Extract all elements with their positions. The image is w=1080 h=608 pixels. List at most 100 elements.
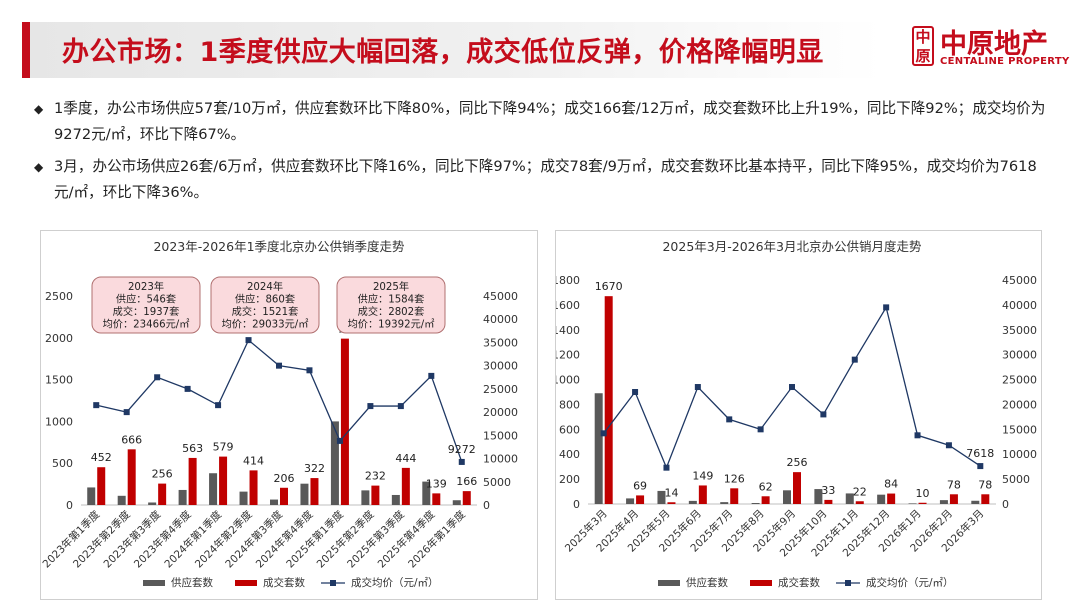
bullet-text: 3月，办公市场供应26套/6万㎡，供应套数环比下降16%，同比下降97%；成交7… xyxy=(54,158,1037,201)
price-marker xyxy=(663,464,670,471)
supply-bar xyxy=(939,500,948,504)
annotation-box xyxy=(336,276,446,334)
annotation-text: 2025年 xyxy=(373,280,409,293)
deal-data-label: 414 xyxy=(243,454,264,467)
annotation-text: 均价：19392元/㎡ xyxy=(348,319,435,331)
deal-data-label: 452 xyxy=(91,451,112,464)
price-marker xyxy=(367,403,374,410)
deal-data-label: 78 xyxy=(978,478,992,491)
deal-bar xyxy=(127,449,136,505)
legend-deal-swatch xyxy=(235,580,257,586)
price-marker xyxy=(977,463,984,470)
legend-price-label: 成交均价（元/㎡） xyxy=(866,576,954,589)
supply-bar xyxy=(239,491,248,505)
y2-tick-label: 5000 xyxy=(1002,473,1030,486)
deal-bar xyxy=(949,494,958,504)
price-marker xyxy=(600,430,607,437)
deal-data-label: 256 xyxy=(152,468,173,481)
annotation-text: 2024年 xyxy=(247,280,283,293)
bullet-text: 1季度，办公市场供应57套/10万㎡，供应套数环比下降80%，同比下降94%；成… xyxy=(54,100,1046,143)
y2-tick-label: 20000 xyxy=(483,406,518,419)
supply-bar xyxy=(626,498,635,504)
deal-bar xyxy=(698,485,707,504)
deal-data-label: 10 xyxy=(916,487,930,500)
supply-bar xyxy=(330,421,339,505)
chart-title: 2025年3月-2026年3月北京办公供销月度走势 xyxy=(662,239,922,254)
y-tick-label: 200 xyxy=(559,473,580,486)
legend-price-label: 成交均价（元/㎡） xyxy=(351,576,439,589)
annotation-text: 供应：1584套 xyxy=(358,293,425,306)
price-marker xyxy=(245,337,252,344)
y2-tick-label: 25000 xyxy=(1002,374,1037,387)
y-tick-label: 1000 xyxy=(45,415,73,428)
y-tick-label: 1000 xyxy=(556,374,580,387)
price-marker xyxy=(851,356,858,363)
deal-data-label: 149 xyxy=(692,469,713,482)
supply-bar xyxy=(117,495,126,505)
deal-data-label: 14 xyxy=(664,486,678,499)
price-marker xyxy=(93,402,100,409)
page-title: 办公市场：1季度供应大幅回落，成交低位反弹，价格降幅明显 xyxy=(62,37,824,68)
diamond-bullet-icon: ◆ xyxy=(34,102,44,116)
price-marker xyxy=(154,374,161,381)
supply-bar xyxy=(783,490,791,504)
y2-tick-label: 15000 xyxy=(1002,423,1037,436)
bullet-month: ◆ 3月，办公市场供应26套/6万㎡，供应套数环比下降16%，同比下降97%；成… xyxy=(34,154,1054,206)
deal-data-label: 166 xyxy=(456,475,477,488)
logo-chinese-name: 中原地产 xyxy=(940,29,1048,60)
price-marker xyxy=(397,403,404,410)
supply-bar xyxy=(751,503,760,504)
deal-data-label: 666 xyxy=(121,433,142,446)
legend-supply-label: 供应套数 xyxy=(171,576,213,589)
logo-mark-icon: 中原 xyxy=(912,26,934,66)
price-marker xyxy=(789,384,795,391)
annotation-text: 供应：860套 xyxy=(235,293,295,306)
annotation-text: 供应：546套 xyxy=(116,293,176,306)
price-marker xyxy=(306,367,313,374)
price-line xyxy=(96,339,463,463)
deal-bar xyxy=(310,478,319,505)
y2-tick-label: 15000 xyxy=(483,429,518,442)
deal-bar xyxy=(158,483,167,505)
y-tick-label: 600 xyxy=(559,423,580,436)
legend-price-marker xyxy=(845,580,851,586)
annotation-text: 2023年 xyxy=(128,280,164,293)
supply-bar xyxy=(422,481,431,505)
annotation-box xyxy=(210,276,320,334)
y2-tick-label: 45000 xyxy=(483,290,518,303)
deal-bar xyxy=(462,491,471,505)
y-tick-label: 1200 xyxy=(556,349,580,362)
y2-tick-label: 40000 xyxy=(483,313,518,326)
y-tick-label: 400 xyxy=(559,448,580,461)
price-marker xyxy=(215,402,222,409)
deal-data-label: 563 xyxy=(182,442,203,455)
supply-bar xyxy=(877,494,886,504)
y2-tick-label: 40000 xyxy=(1002,299,1037,312)
legend-supply-label: 供应套数 xyxy=(686,576,728,589)
deal-data-label: 444 xyxy=(395,452,416,465)
chart-title: 2023年-2026年1季度北京办公供销季度走势 xyxy=(153,239,405,254)
price-marker xyxy=(945,442,952,449)
supply-bar xyxy=(845,493,854,504)
y2-tick-label: 5000 xyxy=(483,476,511,489)
deal-bar xyxy=(918,502,927,504)
y2-tick-label: 30000 xyxy=(1002,349,1037,362)
deal-bar xyxy=(97,467,106,505)
y2-tick-label: 0 xyxy=(1002,498,1009,511)
price-marker xyxy=(276,362,282,369)
monthly-chart-panel: 2025年3月-2026年3月北京办公供销月度走势 0 200 400 600 800 10… xyxy=(552,230,1042,600)
supply-bar xyxy=(971,500,980,504)
deal-bar xyxy=(401,467,410,505)
deal-data-label: 22 xyxy=(853,485,867,498)
y2-tick-label: 35000 xyxy=(483,336,518,349)
legend-deal-swatch xyxy=(750,580,772,586)
supply-bar xyxy=(814,489,823,504)
price-marker xyxy=(694,384,701,391)
annotation-text: 成交：1521套 xyxy=(232,305,299,318)
deal-data-label: 256 xyxy=(787,456,808,469)
y-tick-label: 1600 xyxy=(556,299,580,312)
quarterly-chart: 2023年-2026年1季度北京办公供销季度走势 0 500 1000 1500 2000… xyxy=(40,239,518,589)
y-tick-label: 1800 xyxy=(556,274,580,287)
y-tick-label: 800 xyxy=(559,398,580,411)
legend-deal-label: 成交套数 xyxy=(263,576,305,589)
